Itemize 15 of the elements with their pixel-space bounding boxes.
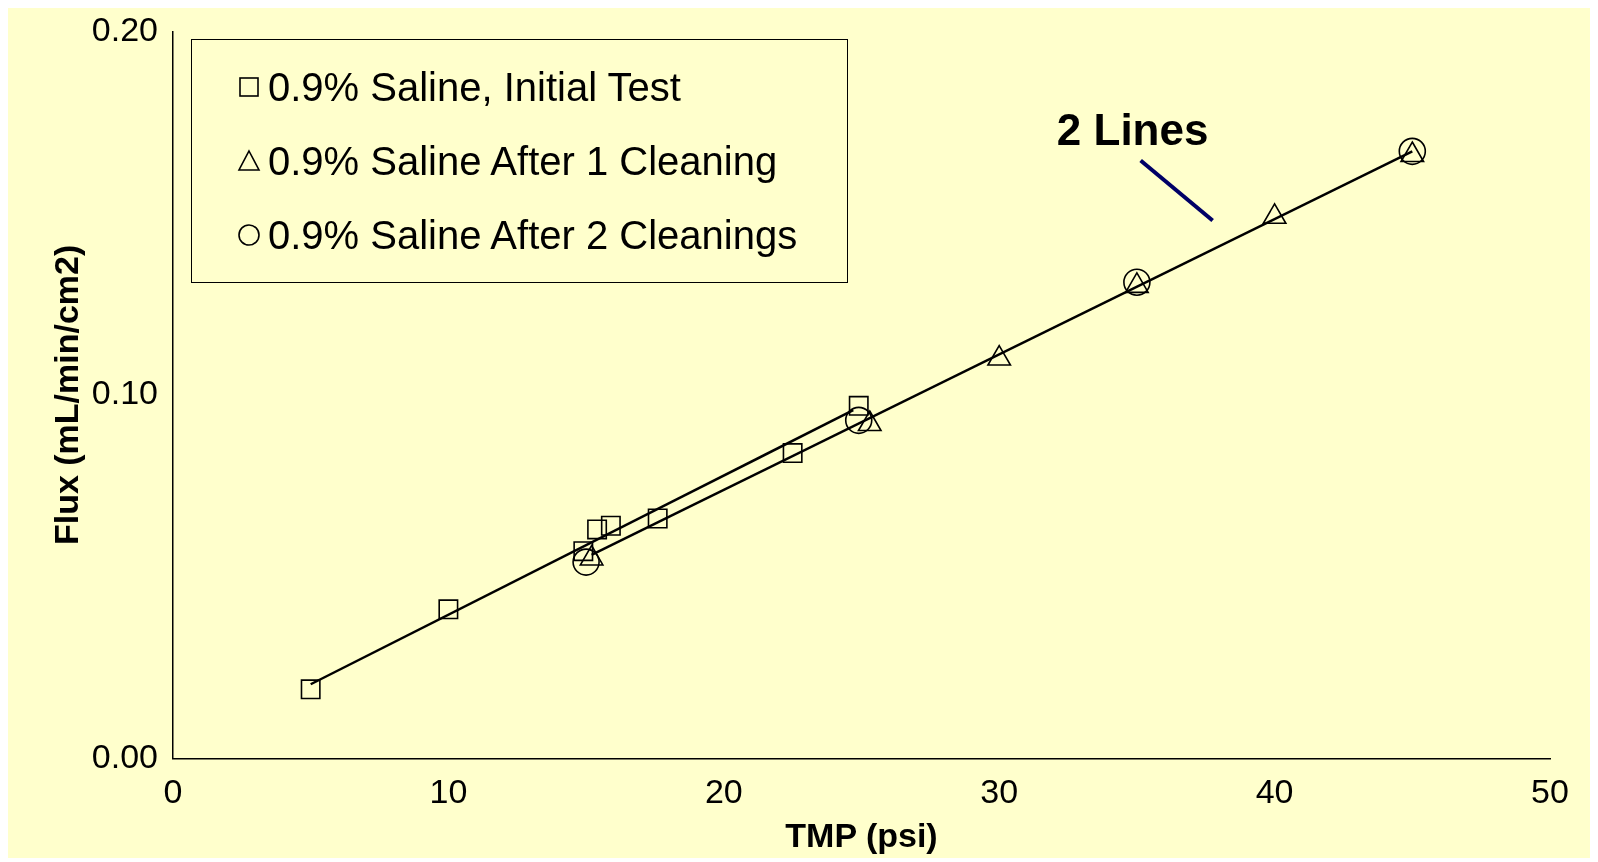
x-tick-label: 50 — [1531, 772, 1569, 811]
legend-label: 0.9% Saline After 2 Cleanings — [267, 212, 798, 260]
y-tick-label: 0.20 — [91, 9, 158, 48]
annotation: 2 Lines — [1056, 104, 1209, 154]
y-tick-label: 0.10 — [91, 373, 158, 412]
x-tick-label: 20 — [704, 772, 743, 811]
x-axis-title: TMP (psi) — [785, 815, 938, 854]
x-tick-label: 0 — [163, 772, 183, 811]
x-tick-label: 30 — [980, 772, 1019, 811]
y-tick-label: 0.00 — [91, 736, 158, 775]
legend-label: 0.9% Saline, Initial Test — [267, 64, 681, 112]
y-axis-title: Flux (mL/min/cm2) — [46, 244, 85, 546]
x-tick-label: 40 — [1255, 772, 1294, 811]
legend-label: 0.9% Saline After 1 Cleaning — [267, 138, 778, 186]
x-tick-label: 10 — [429, 772, 468, 811]
